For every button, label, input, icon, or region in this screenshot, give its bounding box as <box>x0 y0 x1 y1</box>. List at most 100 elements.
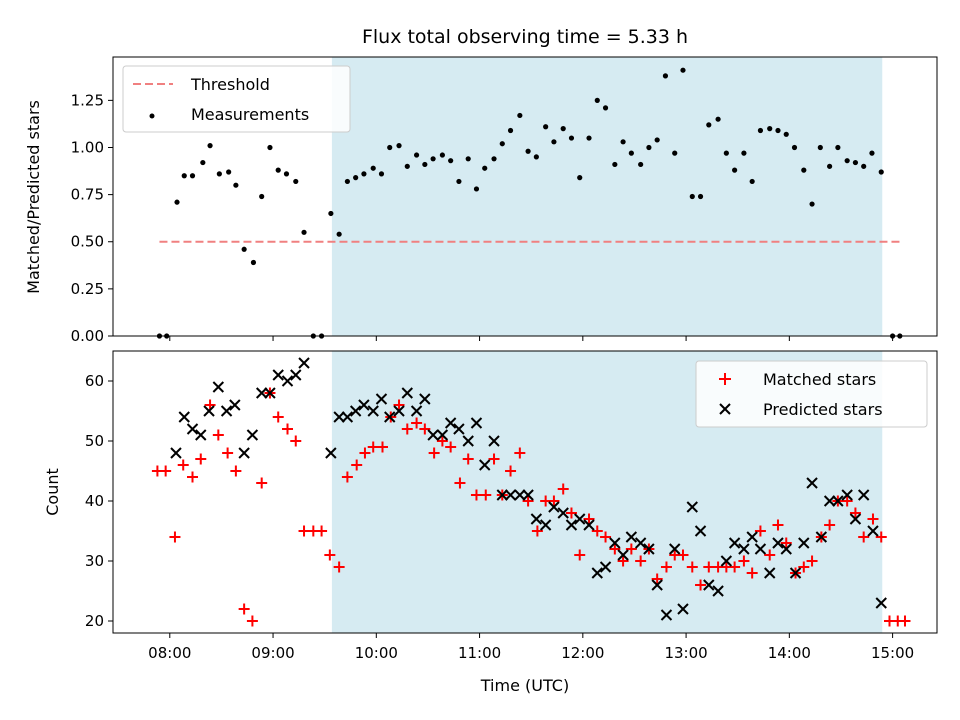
legend-measurement-swatch <box>149 113 155 119</box>
x-tick-label: 12:00 <box>561 644 604 662</box>
x-tick-label: 14:00 <box>768 644 811 662</box>
measurement-point <box>757 127 764 134</box>
measurement-point <box>533 154 539 160</box>
predicted-star-point <box>220 405 233 417</box>
measurement-point <box>422 161 428 168</box>
predicted-star-point <box>255 387 268 399</box>
x-tick-label: 13:00 <box>664 644 707 662</box>
predicted-stars-points <box>170 357 887 621</box>
matched-star-point <box>445 441 457 453</box>
measurement-point <box>336 231 342 237</box>
top-y-axis-label: Matched/Predicted stars <box>24 100 43 294</box>
matched-star-point <box>635 555 647 567</box>
measurement-point <box>680 67 686 73</box>
predicted-star-point <box>849 513 862 525</box>
measurement-point <box>370 165 376 171</box>
measurement-point <box>612 161 618 168</box>
predicted-star-point <box>617 549 629 561</box>
measurement-point <box>473 186 480 192</box>
top-legend-box <box>122 65 351 133</box>
matched-star-point <box>290 435 302 447</box>
x-axis-label: Time (UTC) <box>480 676 569 695</box>
predicted-star-point <box>203 405 215 417</box>
matched-star-point <box>169 531 181 543</box>
x-tick-label: 10:00 <box>355 644 398 662</box>
predicted-star-point <box>246 429 259 441</box>
matched-star-point <box>600 531 612 543</box>
measurement-point <box>638 161 644 168</box>
legend-matched-label: Matched stars <box>763 370 876 389</box>
measurement-point <box>507 127 514 134</box>
matched-star-point <box>798 561 810 573</box>
measurement-point <box>207 143 213 149</box>
measurement-point <box>817 144 823 151</box>
measurement-point <box>301 229 307 235</box>
top-legend: Threshold Measurements <box>122 65 351 133</box>
matched-star-point <box>841 495 853 507</box>
predicted-star-point <box>272 369 284 381</box>
predicted-star-point <box>548 501 560 513</box>
matched-star-point <box>160 465 172 477</box>
matched-star-point <box>729 561 741 573</box>
matched-star-point <box>470 489 482 501</box>
predicted-star-point <box>634 537 647 549</box>
measurement-points <box>156 67 903 339</box>
measurement-point <box>353 175 359 181</box>
matched-star-point <box>436 435 448 447</box>
measurement-point <box>715 116 721 122</box>
predicted-star-point <box>333 411 345 423</box>
matched-star-point <box>764 549 776 561</box>
predicted-star-point <box>574 513 586 525</box>
top-panel: 0.00 0.25 0.50 0.75 1.00 1.25 Flux total obse… <box>24 26 938 345</box>
predicted-star-point <box>453 423 465 435</box>
measurement-point <box>835 144 841 151</box>
predicted-star-point <box>195 429 207 441</box>
bottom-y-tick-label: 20 <box>85 612 104 630</box>
legend-measurements-label: Measurements <box>191 105 309 124</box>
measurement-point <box>226 169 232 175</box>
legend-predicted-swatch <box>719 403 731 415</box>
matched-star-point <box>875 531 887 543</box>
predicted-star-point <box>720 555 733 567</box>
measurement-point <box>723 150 729 156</box>
predicted-star-point <box>599 561 612 573</box>
predicted-star-point <box>401 387 413 399</box>
predicted-star-point <box>583 519 595 531</box>
top-y-tick-label: 0.00 <box>71 327 104 345</box>
predicted-star-point <box>694 525 707 537</box>
matched-star-point <box>256 477 268 489</box>
top-axis-ticks: 0.00 0.25 0.50 0.75 1.00 1.25 <box>71 91 894 345</box>
measurement-point <box>413 152 420 158</box>
measurement-point <box>283 171 290 177</box>
matched-star-point <box>428 447 440 459</box>
matched-star-point <box>377 441 389 453</box>
measurement-point <box>783 131 789 137</box>
matched-star-point <box>393 399 405 411</box>
predicted-star-point <box>410 405 423 417</box>
matched-star-point <box>359 447 371 459</box>
predicted-star-point <box>703 579 715 591</box>
predicted-star-point <box>832 495 844 507</box>
matched-star-point <box>565 507 577 519</box>
measurement-point <box>517 112 523 119</box>
predicted-star-point <box>712 585 724 597</box>
matched-star-point <box>583 513 595 525</box>
measurement-point <box>577 175 583 181</box>
predicted-star-point <box>789 567 802 579</box>
measurement-point <box>741 150 747 156</box>
predicted-star-point <box>815 531 828 543</box>
matched-star-point <box>505 465 517 477</box>
matched-star-point <box>316 525 328 537</box>
predicted-star-point <box>427 429 439 441</box>
matched-star-point <box>772 519 784 531</box>
matched-star-point <box>867 513 879 525</box>
legend-predicted-label: Predicted stars <box>763 400 883 419</box>
matched-star-point <box>454 477 466 489</box>
matched-star-point <box>591 525 603 537</box>
bottom-y-axis-label: Count <box>43 468 62 516</box>
matched-star-point <box>367 441 379 453</box>
predicted-star-point <box>625 531 638 543</box>
matched-star-point <box>531 525 543 537</box>
measurement-point <box>250 259 257 266</box>
